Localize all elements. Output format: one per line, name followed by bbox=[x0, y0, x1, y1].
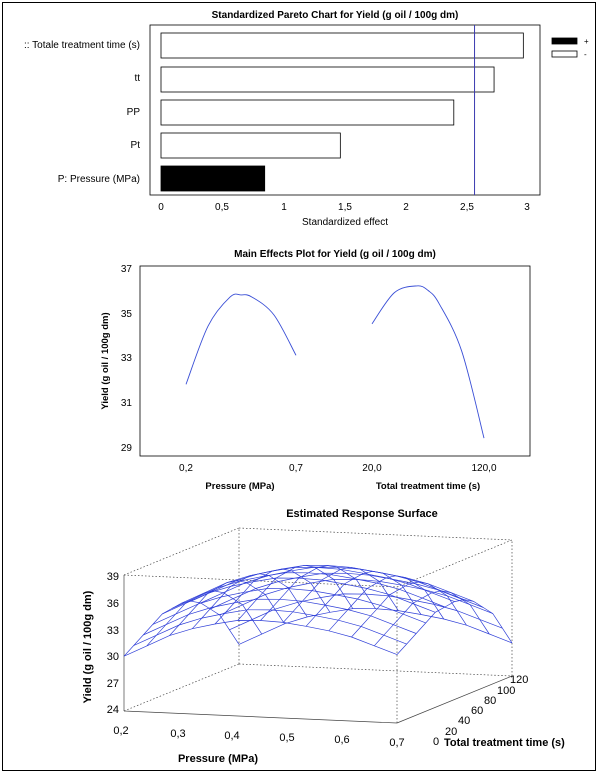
surface-mesh-line bbox=[214, 568, 331, 625]
pareto-category-label: PP bbox=[127, 107, 141, 118]
surface-mesh-line bbox=[283, 566, 399, 623]
box-edge bbox=[396, 675, 513, 724]
surface-y-axis-label: Total treatment time (s) bbox=[444, 737, 565, 749]
legend-label-positive: + bbox=[584, 37, 589, 46]
surface-z-ticks: 39 36 33 30 27 24 bbox=[107, 571, 119, 716]
pareto-bar bbox=[160, 66, 495, 93]
x-tick: 0,5 bbox=[279, 732, 294, 744]
box-edge bbox=[123, 710, 398, 724]
main-effects-chart: Main Effects Plot for Yield (g oil / 100… bbox=[100, 249, 531, 492]
time-high-tick: 120,0 bbox=[471, 463, 496, 474]
response-surface-chart: Estimated Response Surface 39 36 33 30 2… bbox=[82, 508, 565, 765]
surface-z-axis-label: Yield (g oil / 100g dm) bbox=[82, 590, 94, 703]
pareto-x-ticks: 0 0,5 1 1,5 2 2,5 3 bbox=[158, 202, 530, 213]
surface-mesh-line bbox=[305, 570, 422, 627]
y-tick: 37 bbox=[121, 264, 133, 275]
x-tick: 0,7 bbox=[389, 737, 404, 749]
main-effects-title: Main Effects Plot for Yield (g oil / 100… bbox=[234, 249, 436, 260]
box-edge bbox=[238, 527, 513, 541]
surface-title: Estimated Response Surface bbox=[286, 508, 438, 520]
y-tick: 20 bbox=[445, 726, 457, 738]
pareto-bar bbox=[160, 165, 266, 192]
surface-mesh bbox=[123, 564, 513, 657]
y-tick: 33 bbox=[121, 353, 133, 364]
pressure-high-tick: 0,7 bbox=[289, 463, 303, 474]
y-tick: 29 bbox=[121, 443, 133, 454]
surface-mesh-line bbox=[146, 590, 263, 647]
pareto-x-tick: 0 bbox=[158, 202, 164, 213]
y-tick: 100 bbox=[497, 685, 515, 697]
x-tick: 0,3 bbox=[170, 728, 185, 740]
surface-mesh-line bbox=[260, 565, 376, 621]
pressure-axis-label: Pressure (MPa) bbox=[205, 481, 274, 492]
surface-mesh-line bbox=[169, 580, 285, 636]
pareto-bar bbox=[160, 99, 455, 126]
pareto-category-label: :: Totale treatment time (s) bbox=[24, 40, 140, 51]
pareto-chart: Standardized Pareto Chart for Yield (g o… bbox=[24, 10, 589, 228]
surface-mesh-line bbox=[192, 573, 308, 629]
y-tick: 80 bbox=[484, 695, 496, 707]
main-effects-y-ticks: 37 35 33 31 29 bbox=[121, 264, 133, 454]
pareto-category-label: P: Pressure (MPa) bbox=[58, 174, 140, 185]
box-edge bbox=[123, 663, 240, 712]
main-effects-y-axis-label: Yield (g oil / 100g dm) bbox=[100, 312, 111, 409]
surface-mesh-line bbox=[123, 600, 240, 657]
box-edge bbox=[123, 527, 240, 576]
surface-x-ticks: 0,2 0,3 0,4 0,5 0,6 0,7 bbox=[113, 725, 404, 749]
legend-swatch-positive bbox=[551, 37, 578, 45]
y-tick: 35 bbox=[121, 309, 133, 320]
y-tick: 60 bbox=[471, 705, 483, 717]
y-tick: 31 bbox=[121, 398, 133, 409]
surface-mesh-line bbox=[351, 581, 467, 638]
x-tick: 0,4 bbox=[224, 730, 239, 742]
pareto-title: Standardized Pareto Chart for Yield (g o… bbox=[212, 10, 459, 21]
z-tick: 33 bbox=[107, 625, 119, 637]
surface-y-ticks: 0 20 40 60 80 100 120 bbox=[433, 674, 528, 748]
surface-mesh-line bbox=[152, 588, 426, 625]
pareto-x-tick: 2 bbox=[403, 202, 409, 213]
surface-mesh-line bbox=[328, 575, 445, 632]
surface-mesh-line bbox=[374, 590, 490, 647]
x-tick: 0,2 bbox=[113, 725, 128, 737]
surface-x-axis-label: Pressure (MPa) bbox=[178, 753, 258, 765]
pareto-bar bbox=[160, 32, 524, 59]
main-effects-plot-frame bbox=[139, 265, 531, 457]
pareto-x-tick: 2,5 bbox=[460, 202, 474, 213]
pareto-category-label: Pt bbox=[131, 140, 141, 151]
y-tick: 40 bbox=[458, 715, 470, 727]
z-tick: 36 bbox=[107, 598, 119, 610]
pareto-x-tick: 0,5 bbox=[215, 202, 229, 213]
pareto-legend: + - bbox=[551, 37, 589, 59]
z-tick: 39 bbox=[107, 571, 119, 583]
pareto-bars bbox=[160, 32, 524, 192]
surface-3d-box bbox=[123, 527, 513, 724]
z-tick: 27 bbox=[107, 678, 119, 690]
surface-mesh-line bbox=[237, 564, 354, 621]
pressure-effect-curve bbox=[185, 293, 297, 385]
z-tick: 24 bbox=[107, 704, 119, 716]
time-axis-label: Total treatment time (s) bbox=[376, 481, 480, 492]
y-tick: 0 bbox=[433, 736, 439, 748]
time-effect-curve bbox=[371, 285, 485, 439]
legend-swatch-negative bbox=[551, 50, 578, 58]
pareto-plot-frame bbox=[149, 24, 541, 196]
pressure-low-tick: 0,2 bbox=[179, 463, 193, 474]
pareto-x-tick: 3 bbox=[524, 202, 530, 213]
box-edge bbox=[123, 574, 398, 588]
pareto-x-tick: 1 bbox=[281, 202, 287, 213]
z-tick: 30 bbox=[107, 651, 119, 663]
box-edge bbox=[238, 663, 513, 677]
surface-mesh-line bbox=[238, 608, 513, 645]
surface-mesh-line bbox=[396, 599, 513, 655]
time-low-tick: 20,0 bbox=[362, 463, 382, 474]
pareto-x-tick: 1,5 bbox=[338, 202, 352, 213]
pareto-category-label: tt bbox=[134, 73, 140, 84]
x-tick: 0,6 bbox=[334, 734, 349, 746]
pareto-bar bbox=[160, 132, 341, 159]
legend-label-negative: - bbox=[584, 50, 587, 59]
y-tick: 120 bbox=[510, 674, 528, 686]
pareto-x-axis-label: Standardized effect bbox=[302, 217, 388, 228]
